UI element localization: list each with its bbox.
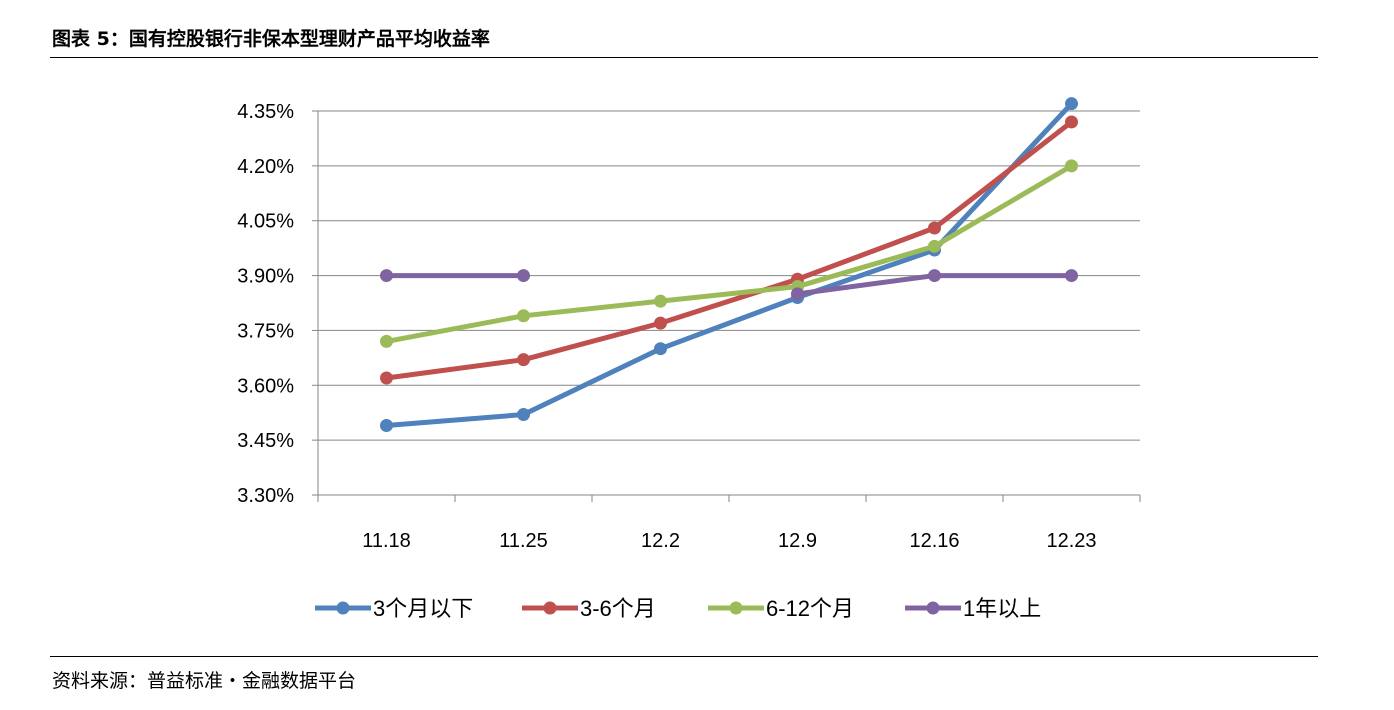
legend-label: 1年以上 xyxy=(963,596,1041,621)
legend-marker xyxy=(543,601,557,615)
source-note: 资料来源：普益标准・金融数据平台 xyxy=(52,670,357,692)
y-tick-label: 3.90% xyxy=(237,266,294,288)
legend-label: 3-6个月 xyxy=(580,596,656,621)
data-point xyxy=(1065,269,1078,283)
data-point xyxy=(1065,97,1078,111)
y-tick-label: 4.35% xyxy=(237,101,294,123)
y-tick-label: 3.60% xyxy=(237,375,294,397)
data-point xyxy=(517,353,530,367)
data-point xyxy=(380,269,393,283)
data-point xyxy=(1065,159,1078,173)
data-point xyxy=(1065,115,1078,129)
chart-title: 图表 5：国有控股银行非保本型理财产品平均收益率 xyxy=(52,28,490,50)
legend-marker xyxy=(729,601,743,615)
y-tick-label: 4.20% xyxy=(237,156,294,178)
y-tick-label: 4.05% xyxy=(237,211,294,233)
y-tick-label: 3.45% xyxy=(237,430,294,452)
series-line-0 xyxy=(386,101,1074,429)
x-tick-label: 11.18 xyxy=(362,530,411,552)
y-tick-label: 3.30% xyxy=(237,485,294,507)
x-tick-label: 12.9 xyxy=(778,530,817,552)
footer-divider xyxy=(50,656,1318,657)
y-tick-label: 3.75% xyxy=(237,320,294,342)
data-point xyxy=(654,316,667,330)
data-point xyxy=(928,239,941,253)
legend-label: 3个月以下 xyxy=(373,596,473,621)
legend-label: 6-12个月 xyxy=(766,596,854,621)
series-line-1 xyxy=(386,119,1074,381)
legend-marker xyxy=(926,601,940,615)
data-point xyxy=(517,309,530,323)
data-point xyxy=(380,419,393,433)
data-point xyxy=(517,269,530,283)
data-point xyxy=(791,287,804,301)
data-point xyxy=(654,294,667,308)
data-point xyxy=(380,334,393,348)
data-point xyxy=(654,342,667,356)
series-line-2 xyxy=(386,163,1073,344)
x-tick-label: 11.25 xyxy=(499,530,548,552)
legend-marker xyxy=(336,601,350,615)
x-tick-label: 12.16 xyxy=(909,530,959,552)
data-point xyxy=(380,371,393,385)
x-tick-label: 12.23 xyxy=(1046,530,1096,552)
data-point xyxy=(928,269,941,283)
data-point xyxy=(928,221,941,235)
data-point xyxy=(517,408,530,422)
x-tick-label: 12.2 xyxy=(641,530,680,552)
title-divider xyxy=(50,57,1318,58)
